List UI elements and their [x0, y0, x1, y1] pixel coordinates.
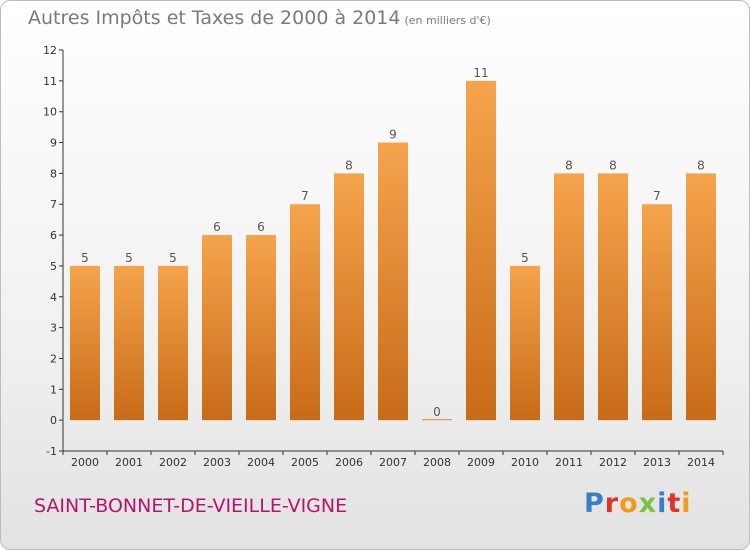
data-label-2001: 5: [125, 251, 133, 265]
data-label-2013: 7: [653, 189, 661, 203]
bar-2002: [158, 265, 188, 421]
bar-2010: [510, 265, 540, 421]
chart-title: Autres Impôts et Taxes de 2000 à 2014 (en…: [28, 7, 491, 29]
chart-axes: [62, 50, 723, 452]
data-label-2004: 6: [257, 220, 265, 234]
logo-letter: t: [667, 488, 682, 519]
data-label-2005: 7: [301, 189, 309, 203]
x-tick-label-2010: 2010: [511, 456, 539, 469]
data-label-2002: 5: [169, 251, 177, 265]
x-tick-label-2005: 2005: [291, 456, 319, 469]
logo-letter: i: [657, 488, 668, 519]
bar-2007: [378, 142, 408, 421]
chart-data-labels: 5 5 5 6 6 7 8 9 0 11 5 8 8 7 8: [81, 66, 705, 419]
y-tick-label: 2: [50, 352, 57, 365]
x-tick-label-2007: 2007: [379, 456, 407, 469]
y-tick-label: -1: [46, 445, 57, 458]
bar-2001: [114, 265, 144, 421]
y-tick-label: 5: [50, 260, 57, 273]
data-label-2009: 11: [473, 66, 488, 80]
y-tick-label: 12: [43, 44, 57, 57]
data-label-2003: 6: [213, 220, 221, 234]
x-axis-ticks: 2000 2001 2002 2003 2004 2005 2006 2007 2008 2009…: [62, 451, 724, 469]
y-tick-label: 8: [50, 167, 57, 180]
x-tick-label-2008: 2008: [423, 456, 451, 469]
x-tick-label-2003: 2003: [203, 456, 231, 469]
x-tick-label-2012: 2012: [599, 456, 627, 469]
bar-2014: [686, 173, 716, 421]
logo-letter: o: [619, 488, 639, 519]
y-tick-label: 3: [50, 322, 57, 335]
y-tick-label: 1: [50, 383, 57, 396]
chart-title-unit: (en milliers d'€): [404, 14, 491, 27]
logo-letter: r: [604, 488, 620, 519]
bar-2013: [642, 204, 672, 421]
place-name: SAINT-BONNET-DE-VIEILLE-VIGNE: [34, 495, 348, 517]
x-tick-label-2013: 2013: [643, 456, 671, 469]
logo-letter: x: [638, 488, 658, 519]
y-tick-label: 11: [43, 75, 57, 88]
logo-letter: P: [584, 488, 605, 519]
y-tick-label: 4: [50, 291, 57, 304]
x-tick-label-2001: 2001: [115, 456, 143, 469]
data-label-2014: 8: [697, 158, 705, 172]
x-tick-label-2011: 2011: [555, 456, 583, 469]
bar-2012: [598, 173, 628, 421]
data-label-2012: 8: [609, 158, 617, 172]
proxiti-logo: Proxiti: [584, 488, 692, 519]
chart-bars: [70, 80, 716, 421]
x-tick-label-2004: 2004: [247, 456, 275, 469]
y-tick-label: 7: [50, 198, 57, 211]
data-label-2006: 8: [345, 158, 353, 172]
data-label-2000: 5: [81, 251, 89, 265]
bar-2000: [70, 265, 100, 421]
data-label-2008: 0: [433, 405, 441, 419]
data-label-2011: 8: [565, 158, 573, 172]
data-label-2007: 9: [389, 128, 397, 142]
data-label-2010: 5: [521, 251, 529, 265]
x-tick-label-2000: 2000: [71, 456, 99, 469]
y-tick-label: 0: [50, 414, 57, 427]
x-tick-label-2002: 2002: [159, 456, 187, 469]
bar-2011: [554, 173, 584, 421]
y-tick-label: 10: [43, 106, 57, 119]
bar-2009: [466, 80, 496, 421]
bar-2005: [290, 204, 320, 421]
bar-2004: [246, 235, 276, 421]
logo-letter: i: [681, 488, 692, 519]
bar-2003: [202, 235, 232, 421]
x-tick-label-2014: 2014: [687, 456, 715, 469]
bar-2006: [334, 173, 364, 421]
chart-title-main: Autres Impôts et Taxes de 2000 à 2014: [28, 7, 401, 29]
bar-2008: [422, 419, 452, 421]
y-tick-label: 9: [50, 137, 57, 150]
y-tick-label: 6: [50, 229, 57, 242]
x-tick-label-2009: 2009: [467, 456, 495, 469]
x-tick-label-2006: 2006: [335, 456, 363, 469]
